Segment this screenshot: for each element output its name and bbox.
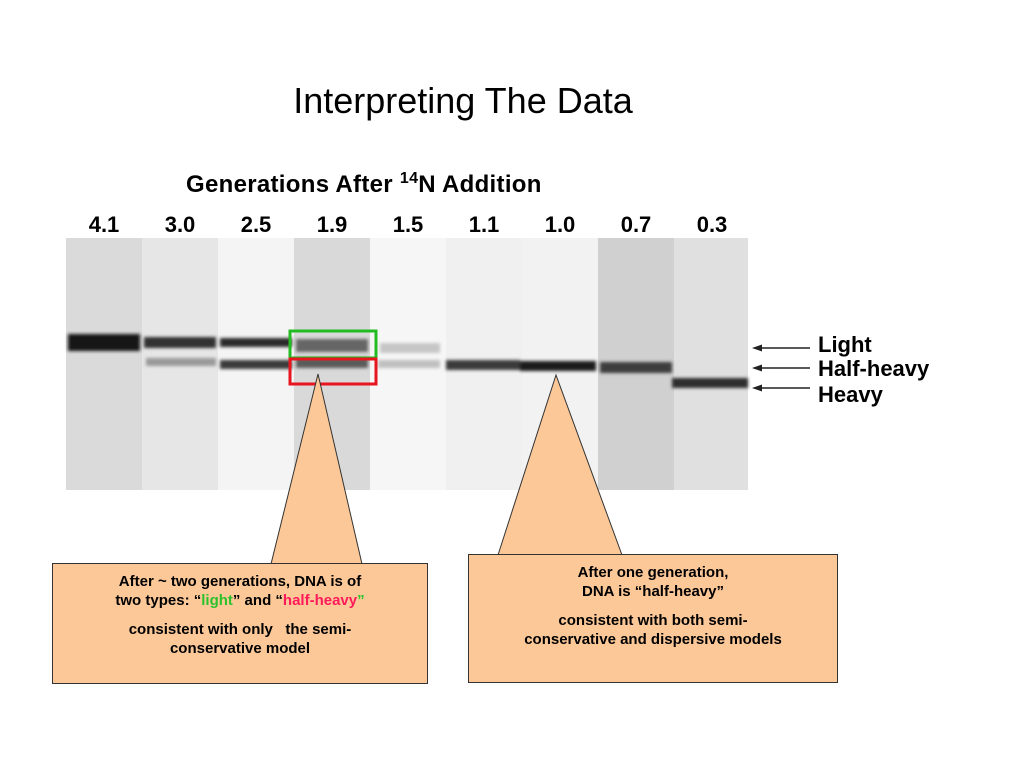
band-0.3-heavy — [672, 378, 748, 388]
band-1.1-half — [446, 360, 520, 370]
band-0.7-half — [600, 362, 672, 373]
lane-label-5: 1.5 — [392, 212, 424, 237]
band-3.0-half — [146, 358, 216, 366]
callout-left-line4: conservative model — [169, 640, 311, 657]
gel-heading: Generations After 14N Addition — [186, 170, 542, 199]
band-label-light: Light — [818, 332, 872, 357]
lane-label-8: 0.7 — [620, 212, 652, 237]
callout-right-line1: After one generation, — [577, 564, 729, 581]
slide-title: Interpreting The Data — [293, 80, 633, 121]
callout-right-line4: conservative and dispersive models — [524, 631, 782, 648]
arrowhead-light — [752, 344, 762, 352]
half-heavy-word: half-heavy — [282, 592, 358, 609]
band-1.0-half — [520, 361, 596, 371]
band-1.9-light — [296, 339, 368, 352]
lane-label-4: 1.9 — [316, 212, 348, 237]
callout-two-generations: After ~ two generations, DNA is of two t… — [52, 563, 428, 684]
lane-4.1 — [66, 238, 142, 490]
callout-left-line1: After ~ two generations, DNA is of — [118, 573, 362, 590]
gel-heading-prefix: Generations After — [186, 171, 400, 198]
band-2.5-light — [220, 338, 292, 347]
callout-right-line3: consistent with both semi- — [558, 612, 748, 629]
half-heavy-highlight-box — [288, 357, 378, 386]
lane-label-6: 1.1 — [468, 212, 500, 237]
lane-label-3: 2.5 — [240, 212, 272, 237]
callout-left-line2: two types: “light” and “half-heavy” — [115, 592, 365, 609]
band-label-heavy: Heavy — [818, 382, 883, 407]
lane-label-2: 3.0 — [164, 212, 196, 237]
arrowhead-half-heavy — [752, 364, 762, 372]
lane-label-9: 0.3 — [696, 212, 728, 237]
band-2.5-half — [220, 360, 292, 369]
lane-label-1: 4.1 — [88, 212, 120, 237]
band-3.0-light — [144, 337, 216, 348]
callout-left-line3: consistent with only the semi- — [128, 621, 352, 638]
arrowhead-heavy — [752, 384, 762, 392]
light-word: light — [201, 592, 233, 609]
lane-label-7: 1.0 — [544, 212, 576, 237]
band-label-half-heavy: Half-heavy — [818, 356, 930, 381]
callout-right-line2: DNA is “half-heavy” — [582, 583, 724, 600]
band-1.9-half — [296, 358, 368, 368]
band-1.5-light — [380, 343, 440, 353]
isotope-mass-number: 14 — [399, 170, 419, 187]
band-1.5-half — [378, 360, 440, 368]
lane-0.3 — [674, 238, 748, 490]
band-4.1-light — [68, 334, 140, 351]
callout-one-generation: After one generation, DNA is “half-heavy… — [468, 554, 838, 683]
gel-heading-suffix: N Addition — [418, 171, 542, 198]
